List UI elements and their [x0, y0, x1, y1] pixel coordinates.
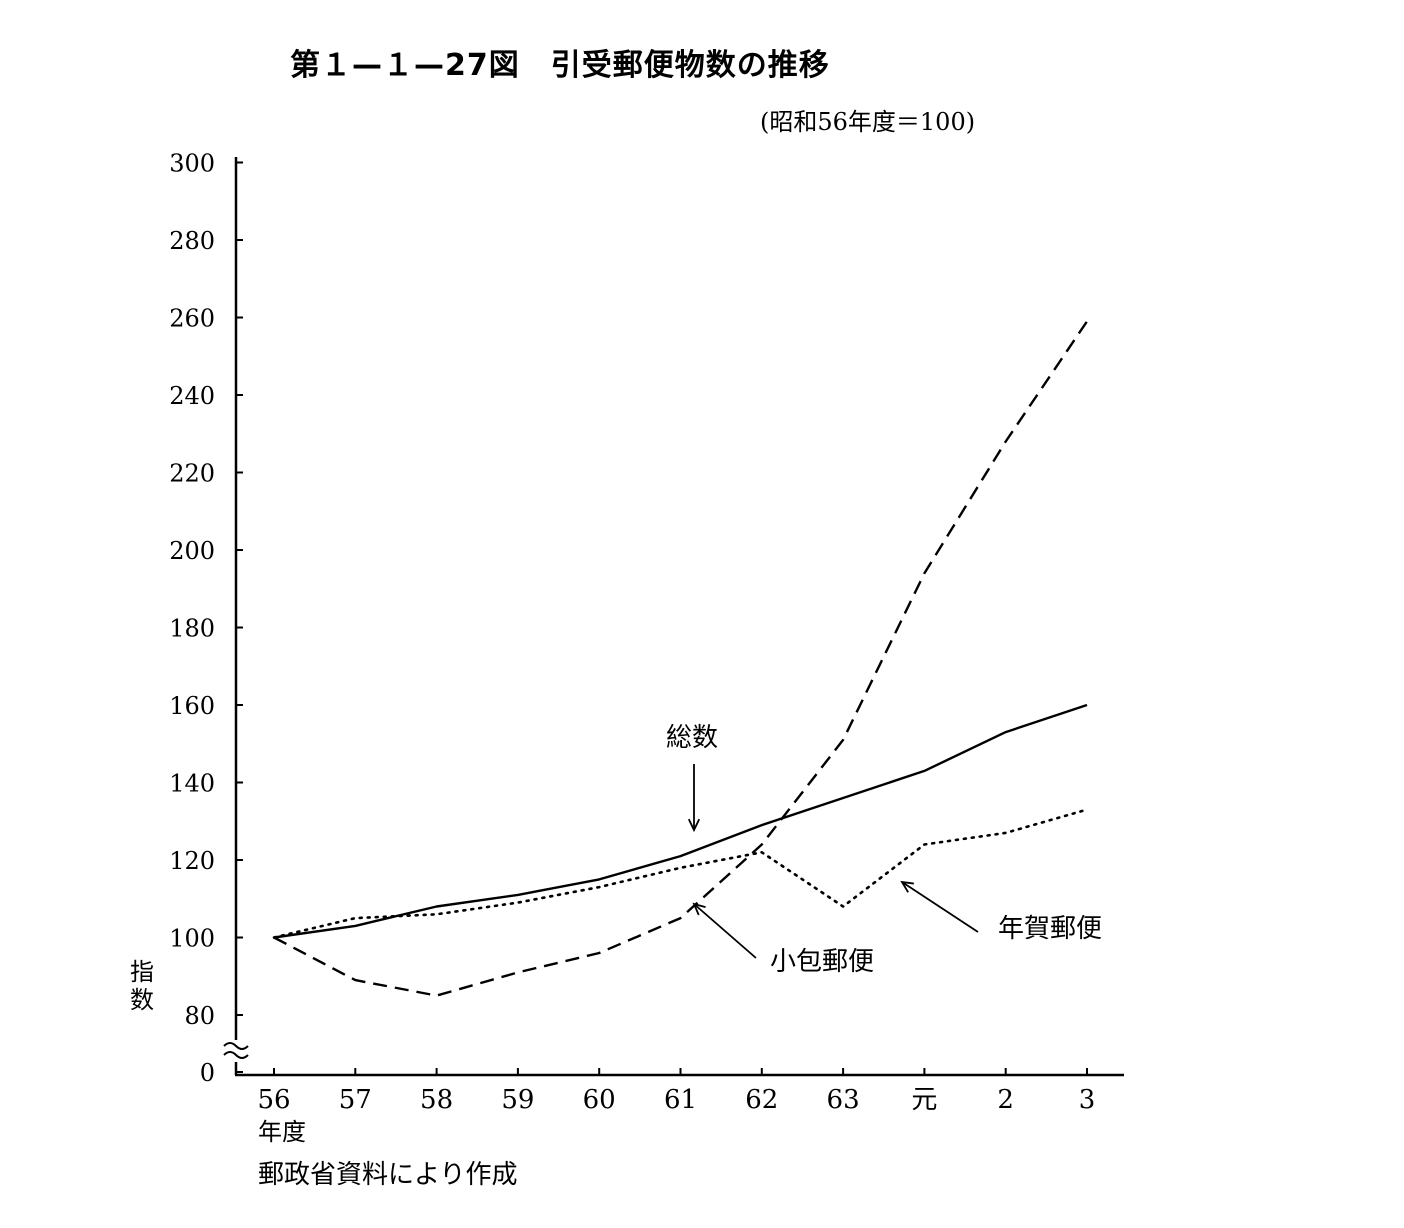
- x-tick-label: 56: [257, 1085, 290, 1115]
- series-new-year-mail-label: 年賀郵便: [998, 914, 1102, 944]
- y-tick-label: 300: [169, 150, 215, 178]
- axis-break-mark: [223, 1042, 249, 1050]
- series-parcel-mail-arrow: [693, 903, 757, 959]
- y-tick-label: 160: [169, 692, 215, 720]
- y-tick-label: 200: [169, 537, 215, 565]
- series-line-0: [273, 703, 1088, 939]
- y-tick-label: 100: [169, 925, 215, 953]
- y-tick-label: 240: [169, 382, 215, 410]
- x-tick-label: 60: [583, 1085, 616, 1115]
- series-lines: [272, 320, 1089, 997]
- y-axis-label: 指数: [130, 958, 154, 1014]
- x-tick-label: 61: [664, 1085, 697, 1115]
- y-axis-ticks: 0 80 100 120 140 160 180 200 220 240 260 280 300: [169, 150, 243, 1087]
- x-tick-label: 57: [339, 1085, 372, 1115]
- series-total-arrowhead: [687, 818, 701, 833]
- series-parcel-mail-label: 小包郵便: [770, 947, 874, 977]
- series-new-year-mail-arrow: [901, 881, 979, 933]
- series-line-1: [272, 808, 1089, 939]
- y-tick-label: 0: [200, 1059, 215, 1087]
- x-tick-label: 59: [501, 1085, 534, 1115]
- y-tick-label: 260: [169, 305, 215, 333]
- x-axis-ticks: 56 57 58 59 60 61 62 63 元 2 3: [257, 1068, 1095, 1115]
- axis-break-mark: [223, 1051, 249, 1059]
- y-tick-label: 280: [169, 227, 215, 255]
- x-tick-label: 2: [997, 1085, 1014, 1115]
- source-note: 郵政省資料により作成: [258, 1160, 518, 1190]
- axes: [223, 157, 1124, 1077]
- x-tick-label: 62: [745, 1085, 778, 1115]
- y-tick-label: 180: [169, 615, 215, 643]
- series-line-2: [273, 320, 1088, 997]
- x-tick-label: 3: [1079, 1085, 1096, 1115]
- y-tick-label: 80: [184, 1002, 215, 1030]
- series-total-label: 総数: [666, 723, 718, 753]
- y-tick-label: 140: [169, 770, 215, 798]
- x-tick-label: 58: [420, 1085, 453, 1115]
- y-tick-label: 120: [169, 847, 215, 875]
- chart-title: 第１—１—27図 引受郵便物数の推移: [290, 48, 830, 83]
- chart-subtitle: (昭和56年度＝100): [760, 108, 976, 136]
- series-new-year-mail-arrowhead: [900, 880, 915, 893]
- x-tick-label: 63: [827, 1085, 860, 1115]
- y-tick-label: 220: [169, 460, 215, 488]
- x-axis-unit-label: 年度: [258, 1118, 306, 1146]
- x-tick-label: 元: [911, 1085, 937, 1115]
- series-parcel-mail-arrowhead: [692, 902, 706, 916]
